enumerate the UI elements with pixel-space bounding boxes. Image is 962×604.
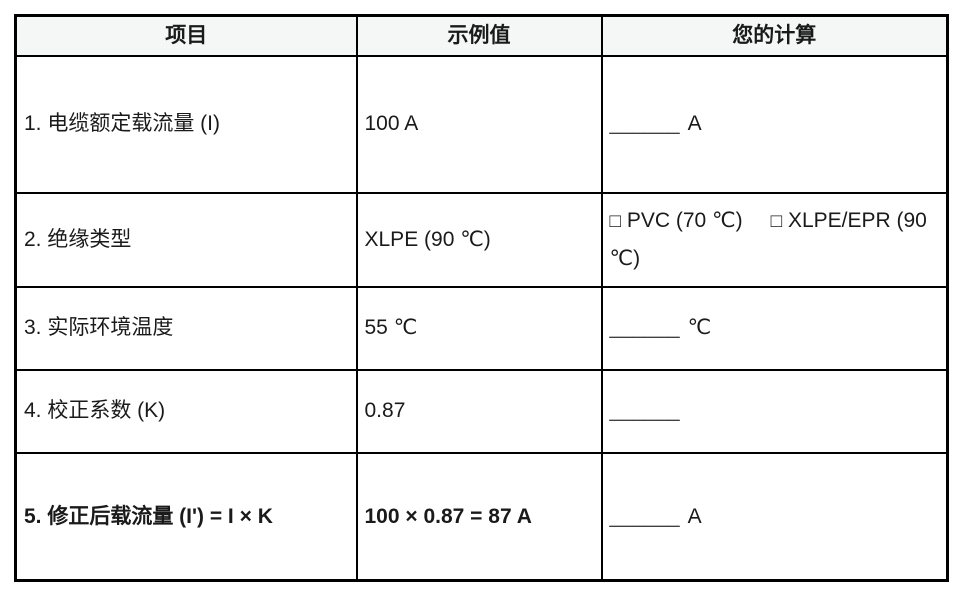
calc-cell: □ PVC (70 ℃) □ XLPE/EPR (90 ℃): [600, 191, 949, 288]
example-cell: 0.87: [355, 368, 603, 454]
checkbox-option-pvc[interactable]: □ PVC (70 ℃): [610, 209, 743, 232]
item-cell: 1. 电缆额定载流量 (I): [14, 54, 358, 194]
item-cell: 2. 绝缘类型: [14, 191, 358, 288]
checkbox-icon: □: [609, 211, 621, 232]
table-row-correction-factor: 4. 校正系数 (K) 0.87 ______: [14, 368, 949, 454]
column-header-your-calculation: 您的计算: [600, 14, 949, 57]
calc-cell: ______ ℃: [600, 285, 949, 371]
example-cell: 100 A: [355, 54, 603, 194]
column-header-example-value: 示例值: [355, 14, 603, 57]
item-cell: 5. 修正后载流量 (I') = I × K: [14, 451, 358, 582]
table-row-corrected-current: 5. 修正后载流量 (I') = I × K 100 × 0.87 = 87 A…: [14, 451, 949, 582]
table-row-insulation-type: 2. 绝缘类型 XLPE (90 ℃) □ PVC (70 ℃) □ XLPE/E…: [14, 191, 949, 288]
unit-label: A: [687, 112, 702, 136]
item-cell: 4. 校正系数 (K): [14, 368, 358, 454]
table-row-rated-current: 1. 电缆额定载流量 (I) 100 A ______ A: [14, 54, 949, 194]
unit-label: A: [687, 504, 702, 528]
table-header-row: 项目 示例值 您的计算: [14, 14, 949, 57]
fill-in-blank: ______: [609, 316, 680, 340]
fill-in-blank: ______: [609, 112, 680, 136]
checkbox-option-label: PVC (70 ℃): [626, 209, 743, 232]
fill-in-blank: ______: [609, 504, 680, 528]
calc-cell: ______ A: [600, 451, 949, 582]
column-header-item: 项目: [14, 14, 358, 57]
checkbox-option-label: XLPE/EPR (90 ℃): [609, 209, 927, 270]
example-cell: 55 ℃: [355, 285, 603, 371]
unit-label: ℃: [687, 316, 712, 340]
checkbox-icon: □: [770, 211, 783, 232]
calc-cell: ______: [600, 368, 949, 454]
checkbox-option-xlpe-epr[interactable]: □ XLPE/EPR (90 ℃): [610, 209, 927, 270]
calc-cell: ______ A: [600, 54, 949, 194]
example-cell: XLPE (90 ℃): [355, 191, 603, 288]
item-cell: 3. 实际环境温度: [14, 285, 358, 371]
fill-in-blank: ______: [609, 399, 680, 423]
calculation-worksheet-table: 项目 示例值 您的计算 1. 电缆额定载流量 (I) 100 A ______ A…: [14, 14, 949, 583]
table-row-ambient-temperature: 3. 实际环境温度 55 ℃ ______ ℃: [14, 285, 949, 371]
example-cell: 100 × 0.87 = 87 A: [355, 451, 603, 582]
